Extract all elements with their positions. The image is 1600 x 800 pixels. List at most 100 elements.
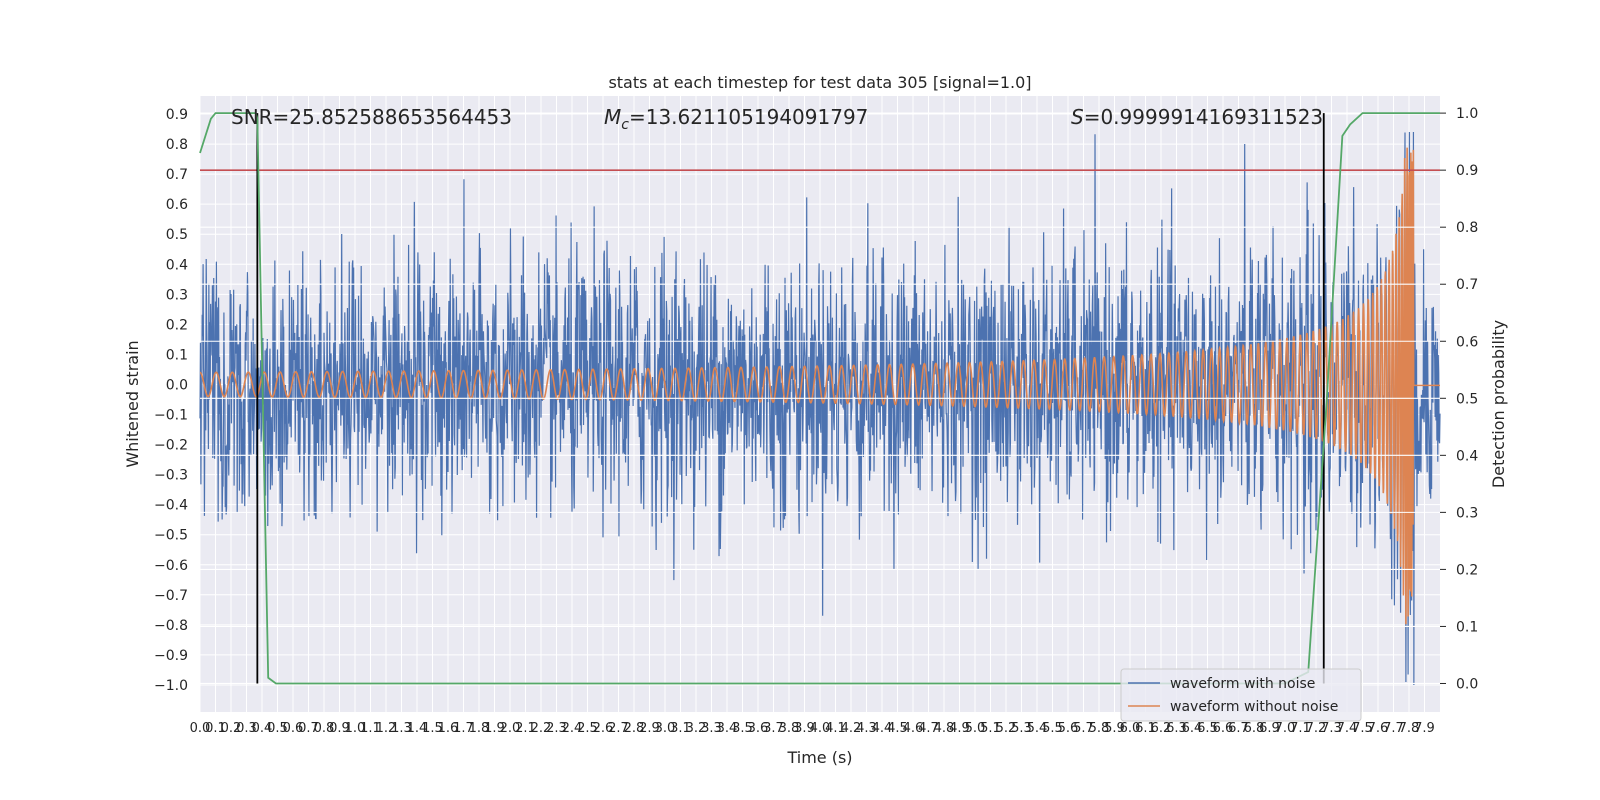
x-tick-label: 6.1 [1135, 721, 1156, 736]
x-tick-label: 4.4 [872, 721, 893, 736]
x-tick-label: 6.7 [1228, 721, 1249, 736]
x-tick-label: 1.6 [438, 721, 459, 736]
x-tick-label: 1.4 [407, 721, 428, 736]
score-value: =0.9999914169311523 [1084, 105, 1323, 129]
score-annotation: S=0.9999914169311523 [1071, 105, 1323, 129]
x-tick-label: 5.8 [1089, 721, 1110, 736]
y-tick-label-right: 0.3 [1456, 505, 1478, 521]
x-tick-label: 3.1 [670, 721, 691, 736]
x-tick-label: 7.2 [1306, 721, 1327, 736]
chirp-mass-subscript: c [621, 117, 629, 133]
y-tick-label-left: 0.3 [166, 287, 188, 303]
x-tick-label: 2.2 [531, 721, 552, 736]
left-y-axis-ticks: 0.9 0.8 0.7 0.6 0.5 0.4 0.3 0.2 0.1 0.0 −0.1 −0.2 −0… [154, 107, 188, 694]
x-tick-label: 3.8 [779, 721, 800, 736]
y-tick-label-left: 0.4 [166, 257, 188, 273]
x-tick-label: 2.9 [639, 721, 660, 736]
x-tick-label: 5.4 [1027, 721, 1048, 736]
chirp-mass-annotation: Mc=13.621105194091797 [604, 105, 868, 133]
x-tick-label: 3.7 [763, 721, 784, 736]
y-tick-label-right: 0.1 [1456, 619, 1478, 635]
x-tick-label: 5.0 [965, 721, 986, 736]
y-tick-label-right: 0.9 [1456, 163, 1478, 179]
x-tick-label: 7.6 [1368, 721, 1389, 736]
x-tick-label: 3.6 [748, 721, 769, 736]
y-tick-label-left: −0.2 [154, 438, 188, 454]
x-tick-label: 1.7 [453, 721, 474, 736]
y-tick-label-right: 0.4 [1456, 448, 1478, 464]
x-tick-label: 1.8 [469, 721, 490, 736]
legend-box [1120, 668, 1362, 722]
y-tick-label-left: −0.6 [154, 558, 188, 574]
y-tick-label-left: 0.0 [166, 377, 188, 393]
score-symbol: S [1071, 105, 1084, 129]
y-tick-label-right: 0.6 [1456, 334, 1478, 350]
snr-annotation: SNR=25.852588653564453 [231, 105, 512, 129]
x-tick-label: 5.1 [980, 721, 1001, 736]
y-tick-label-left: −1.0 [154, 678, 188, 694]
x-tick-label: 0.7 [298, 721, 319, 736]
y-tick-label-right: 0.5 [1456, 391, 1478, 407]
x-tick-label: 0.8 [314, 721, 335, 736]
x-tick-label: 5.7 [1073, 721, 1094, 736]
series-detection-probability [199, 112, 1440, 685]
y-tick-label-left: −0.4 [154, 498, 188, 514]
x-tick-label: 2.4 [562, 721, 583, 736]
x-tick-label: 0.5 [267, 721, 288, 736]
x-tick-label: 5.3 [1011, 721, 1032, 736]
y-tick-label-left: −0.3 [154, 468, 188, 484]
x-tick-label: 1.9 [484, 721, 505, 736]
y-tick-label-left: 0.8 [166, 137, 188, 153]
y-tick-label-left: 0.6 [166, 197, 188, 213]
y-tick-label-right: 0.8 [1456, 220, 1478, 236]
x-tick-label: 4.9 [949, 721, 970, 736]
x-tick-label: 6.0 [1120, 721, 1141, 736]
x-tick-label: 4.6 [903, 721, 924, 736]
x-tick-label: 0.9 [329, 721, 350, 736]
y-tick-label-left: −0.9 [154, 648, 188, 664]
x-tick-label: 7.9 [1414, 721, 1435, 736]
legend-label-noisy: waveform with noise [1170, 676, 1315, 692]
x-tick-label: 2.6 [593, 721, 614, 736]
chirp-mass-value: =13.621105194091797 [629, 105, 868, 129]
x-tick-label: 0.1 [205, 721, 226, 736]
chart-title: stats at each timestep for test data 305… [608, 73, 1031, 92]
x-tick-label: 2.8 [624, 721, 645, 736]
x-tick-label: 2.7 [608, 721, 629, 736]
x-tick-label: 6.8 [1244, 721, 1265, 736]
x-tick-label: 6.4 [1182, 721, 1203, 736]
y-axis-label-left: Whitened strain [123, 340, 142, 467]
x-tick-label: 7.3 [1321, 721, 1342, 736]
x-tick-label: 1.3 [391, 721, 412, 736]
x-tick-label: 2.0 [500, 721, 521, 736]
y-axis-label-right: Detection probability [1489, 320, 1508, 488]
x-tick-label: 0.2 [221, 721, 242, 736]
x-tick-label: 4.7 [918, 721, 939, 736]
y-tick-label-right: 0.2 [1456, 562, 1478, 578]
y-tick-label-right: 0.0 [1456, 676, 1478, 692]
legend: waveform with noise waveform without noi… [1120, 668, 1362, 722]
x-tick-label: 0.3 [236, 721, 257, 736]
x-axis-ticks: 0.00.10.20.30.40.50.60.70.80.91.01.11.21… [190, 721, 1435, 736]
x-tick-label: 3.2 [686, 721, 707, 736]
x-tick-label: 1.1 [360, 721, 381, 736]
x-tick-label: 6.6 [1213, 721, 1234, 736]
x-tick-label: 3.4 [717, 721, 738, 736]
x-tick-label: 0.6 [283, 721, 304, 736]
x-tick-label: 1.0 [345, 721, 366, 736]
y-tick-label-right: 1.0 [1456, 106, 1478, 122]
x-tick-label: 7.8 [1399, 721, 1420, 736]
x-tick-label: 7.5 [1352, 721, 1373, 736]
x-tick-label: 6.9 [1259, 721, 1280, 736]
y-tick-label-left: −0.1 [154, 408, 188, 424]
x-tick-label: 4.2 [841, 721, 862, 736]
x-tick-label: 6.5 [1197, 721, 1218, 736]
x-tick-label: 4.1 [825, 721, 846, 736]
y-tick-label-left: 0.7 [166, 167, 188, 183]
x-tick-label: 3.9 [794, 721, 815, 736]
y-tick-label-left: 0.5 [166, 227, 188, 243]
series-waveform-without-noise [199, 147, 1440, 625]
y-tick-label-left: −0.8 [154, 618, 188, 634]
x-tick-label: 3.0 [655, 721, 676, 736]
